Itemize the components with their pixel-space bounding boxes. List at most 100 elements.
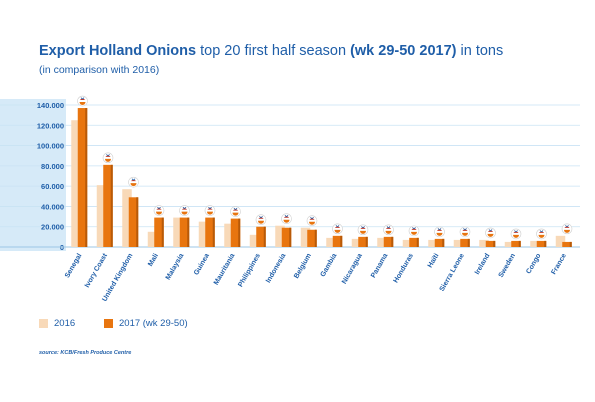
bar-2016 xyxy=(530,240,540,247)
onion-icon xyxy=(459,226,471,238)
bar-2017-shade xyxy=(85,108,88,248)
bar-2017-shade xyxy=(416,237,419,247)
source-note: source: KCB/Fresh Produce Centre xyxy=(39,350,132,356)
bar-2017 xyxy=(485,240,496,247)
onion-icon xyxy=(255,214,267,226)
bar-2017 xyxy=(179,217,190,247)
bar-2017-shade xyxy=(493,240,496,247)
legend-item-2017: 2017 (wk 29-50) xyxy=(104,318,188,329)
bar-2016 xyxy=(428,239,438,247)
x-tick-label: Panama xyxy=(370,252,390,279)
bar-2016 xyxy=(351,238,362,247)
onion-icon xyxy=(357,224,369,236)
bar-2017-shade xyxy=(110,164,113,247)
x-tick-label: Sierra Leone xyxy=(439,252,466,292)
x-tick-label: Gambia xyxy=(320,252,339,278)
chart-title: Export Holland Onions top 20 first half … xyxy=(39,43,504,59)
bar-2016 xyxy=(479,239,489,247)
onion-icon xyxy=(485,227,496,239)
bar-2017 xyxy=(154,217,164,247)
legend-swatch-2016 xyxy=(39,319,48,328)
onion-icon xyxy=(77,95,88,107)
bar-2017-shade xyxy=(544,240,547,247)
bar-2017-shade xyxy=(391,236,394,247)
onion-icon xyxy=(383,224,394,236)
x-tick-label: Honduras xyxy=(393,252,415,284)
x-tick-label: Malaysia xyxy=(165,252,186,281)
bar-2017 xyxy=(103,164,113,247)
bar-2016 xyxy=(504,241,515,247)
chart-subtitle: (in comparison with 2016) xyxy=(39,64,160,76)
bar-2017-shade xyxy=(212,217,215,247)
x-tick-label: Sweden xyxy=(498,253,517,279)
bar-2017-shade xyxy=(314,229,317,247)
bar-2017 xyxy=(307,229,317,247)
bar-2016 xyxy=(224,223,234,247)
y-tick-label: 100.000 xyxy=(37,142,64,151)
bar-2017 xyxy=(511,240,521,247)
bar-2017-shade xyxy=(467,238,470,247)
onion-icon xyxy=(408,225,420,237)
y-tick-label: 80.000 xyxy=(41,162,64,171)
bar-2017 xyxy=(562,241,572,247)
bar-2016 xyxy=(377,237,387,247)
bar-2017 xyxy=(434,238,445,247)
bar-2017-shade xyxy=(365,236,368,247)
onion-icon xyxy=(179,205,190,216)
x-tick-label: Ivory Coast xyxy=(84,252,109,289)
bar-2017 xyxy=(230,218,241,247)
bar-2017 xyxy=(128,197,139,247)
onion-icon xyxy=(230,206,241,217)
onion-icon xyxy=(332,223,343,235)
onion-icon xyxy=(281,213,292,224)
onion-icon xyxy=(128,176,139,188)
bar-2017 xyxy=(281,227,292,247)
bar-2016 xyxy=(326,237,336,247)
bar-2016 xyxy=(555,235,566,247)
bar-2017-shade xyxy=(187,217,190,247)
legend-label-2017: 2017 (wk 29-50) xyxy=(119,318,188,329)
bar-2017 xyxy=(409,237,419,247)
bar-2016 xyxy=(402,239,413,247)
legend-swatch-2017 xyxy=(104,319,113,328)
x-tick-label: Guinea xyxy=(193,252,211,276)
bar-2016 xyxy=(249,234,260,247)
onion-icon xyxy=(306,215,318,227)
bar-2016 xyxy=(71,120,81,247)
y-axis-band xyxy=(0,99,66,251)
bar-2016 xyxy=(173,217,183,247)
bar-2016 xyxy=(275,225,285,247)
y-tick-label: 120.000 xyxy=(37,121,64,130)
x-tick-label: Congo xyxy=(525,253,542,276)
x-tick-label: Haïti xyxy=(427,252,441,269)
bar-2016 xyxy=(198,221,209,247)
onion-icon xyxy=(204,205,216,216)
x-tick-label: Indonesia xyxy=(265,252,287,284)
bar-2017 xyxy=(256,226,266,247)
onion-icon xyxy=(510,228,522,240)
y-tick-label: 140.000 xyxy=(37,101,64,110)
bar-2017-shade xyxy=(136,197,139,247)
bar-2016 xyxy=(300,227,311,247)
bar-2017-shade xyxy=(238,218,241,247)
bar-2016 xyxy=(147,231,158,247)
bar-2017-shade xyxy=(569,241,572,247)
bar-2016 xyxy=(96,185,107,247)
x-tick-label: Senegal xyxy=(64,252,84,279)
bar-2017 xyxy=(332,235,343,247)
bar-2017 xyxy=(77,108,88,248)
bar-chart: 140.000 120.000 100.000 80.000 60.000 40.000 2… xyxy=(0,95,580,303)
bar-2017 xyxy=(358,236,368,247)
bar-2017-shade xyxy=(289,227,292,247)
bar-2017 xyxy=(460,238,470,247)
bar-2017 xyxy=(205,217,215,247)
bar-2017-shade xyxy=(263,226,266,247)
x-tick-label: Ireland xyxy=(474,253,492,276)
x-tick-label: Mauritania xyxy=(213,252,237,286)
bar-2017-shade xyxy=(340,235,343,247)
onion-icon xyxy=(102,152,114,164)
bar-2017 xyxy=(383,236,394,247)
x-tick-label: Mali xyxy=(147,252,160,267)
x-tick-label: Belgium xyxy=(293,253,313,280)
y-tick-label: 60.000 xyxy=(41,182,64,191)
